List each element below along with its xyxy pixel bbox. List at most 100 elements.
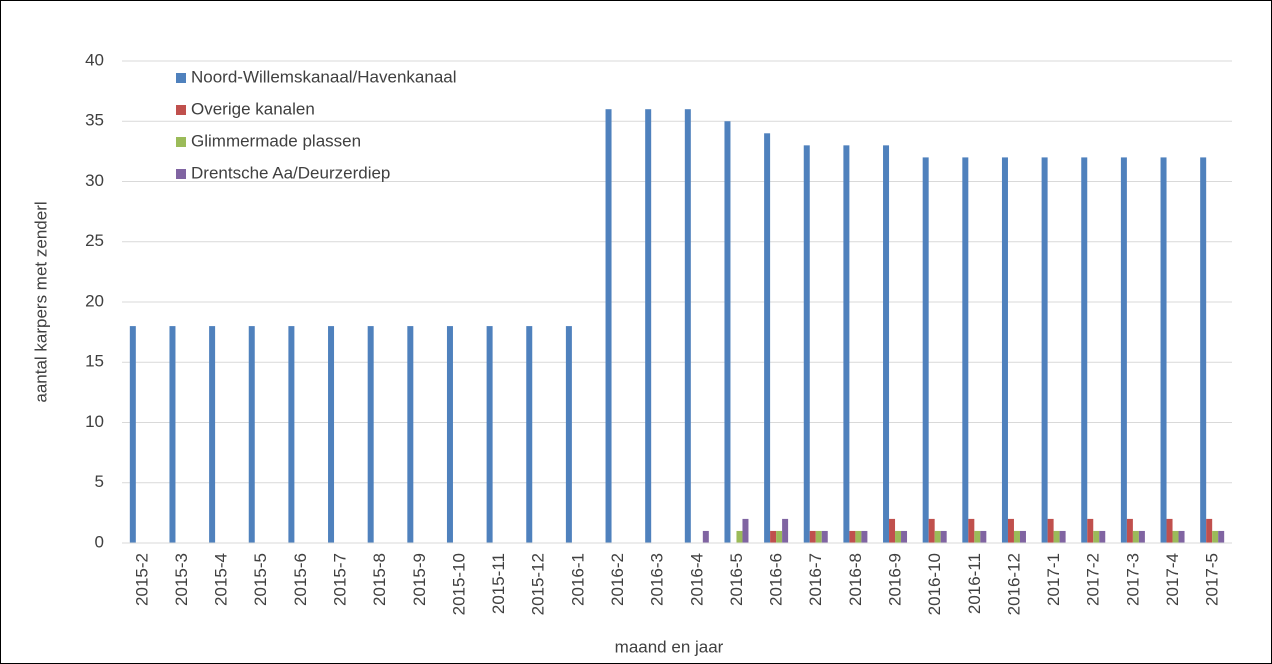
- y-tick-label: 15: [85, 352, 104, 371]
- bar: [940, 530, 947, 543]
- bar: [209, 326, 216, 543]
- bar: [1007, 518, 1014, 543]
- bar: [1013, 530, 1020, 543]
- bar: [1099, 530, 1106, 543]
- x-tick-label: 2016-8: [846, 553, 865, 606]
- bar: [849, 530, 856, 543]
- bar: [1059, 530, 1066, 543]
- x-tick-label: 2017-5: [1203, 553, 1222, 606]
- bar: [1218, 530, 1225, 543]
- x-tick-label: 2015-5: [251, 553, 270, 606]
- bar: [980, 530, 987, 543]
- bar: [895, 530, 902, 543]
- bar: [889, 518, 896, 543]
- x-tick-label: 2017-3: [1123, 553, 1142, 606]
- bar: [922, 157, 929, 543]
- x-tick-label: 2015-3: [172, 553, 191, 606]
- x-tick-label: 2016-6: [767, 553, 786, 606]
- bar: [883, 145, 890, 543]
- bar: [821, 530, 828, 543]
- bar: [1126, 518, 1133, 543]
- legend-swatch: [176, 137, 186, 147]
- x-tick-label: 2016-9: [886, 553, 905, 606]
- bar: [1053, 530, 1060, 543]
- bar: [565, 326, 572, 543]
- bar: [809, 530, 816, 543]
- bar: [1212, 530, 1219, 543]
- bar: [407, 326, 414, 543]
- x-tick-label: 2016-1: [568, 553, 587, 606]
- x-tick-label: 2015-10: [449, 553, 468, 615]
- bar: [129, 326, 136, 543]
- bar: [1047, 518, 1054, 543]
- x-axis-title: maand en jaar: [615, 637, 724, 656]
- y-tick-label: 30: [85, 171, 104, 190]
- x-tick-label: 2016-3: [648, 553, 667, 606]
- bar: [736, 530, 743, 543]
- bar: [328, 326, 335, 543]
- bar: [803, 145, 810, 543]
- bar: [1206, 518, 1213, 543]
- bar: [928, 518, 935, 543]
- y-tick-label: 40: [85, 50, 104, 69]
- legend-label: Noord-Willemskanaal/Havenkanaal: [191, 67, 457, 86]
- legend-label: Glimmermade plassen: [191, 131, 361, 150]
- bar: [248, 326, 255, 543]
- bar: [968, 518, 975, 543]
- bar: [742, 518, 749, 543]
- bar: [1200, 157, 1207, 543]
- bar: [974, 530, 981, 543]
- bar: [1081, 157, 1088, 543]
- bar: [1001, 157, 1008, 543]
- x-tick-label: 2017-4: [1163, 553, 1182, 606]
- bar: [1172, 530, 1179, 543]
- legend-swatch: [176, 73, 186, 83]
- x-tick-label: 2016-12: [1004, 553, 1023, 615]
- bar: [645, 109, 652, 543]
- x-tick-label: 2015-2: [132, 553, 151, 606]
- bar: [1120, 157, 1127, 543]
- bar: [962, 157, 969, 543]
- x-tick-label: 2015-7: [331, 553, 350, 606]
- bar: [1178, 530, 1185, 543]
- bar: [776, 530, 783, 543]
- bar: [367, 326, 374, 543]
- y-tick-label: 5: [95, 472, 104, 491]
- x-tick-label: 2015-11: [489, 553, 508, 614]
- bar: [1132, 530, 1139, 543]
- legend-label: Drentsche Aa/Deurzerdiep: [191, 163, 390, 182]
- bar: [843, 145, 850, 543]
- bar: [861, 530, 868, 543]
- bar: [288, 326, 295, 543]
- bar: [782, 518, 789, 543]
- y-tick-label: 0: [95, 532, 104, 551]
- legend-label: Overige kanalen: [191, 99, 315, 118]
- bar: [446, 326, 453, 543]
- bar: [724, 121, 731, 543]
- y-tick-label: 10: [85, 412, 104, 431]
- bar: [1041, 157, 1048, 543]
- bar: [486, 326, 493, 543]
- bar: [1093, 530, 1100, 543]
- bar: [1166, 518, 1173, 543]
- bar: [901, 530, 908, 543]
- bar: [1160, 157, 1167, 543]
- bar: [764, 133, 771, 544]
- bar: [1138, 530, 1145, 543]
- bar: [855, 530, 862, 543]
- x-tick-label: 2015-12: [529, 553, 548, 615]
- bar: [934, 530, 941, 543]
- x-tick-label: 2015-4: [212, 553, 231, 606]
- x-tick-label: 2015-9: [410, 553, 429, 606]
- bar: [815, 530, 822, 543]
- y-tick-label: 20: [85, 291, 104, 310]
- x-tick-label: 2017-1: [1044, 553, 1063, 606]
- bar: [684, 109, 691, 543]
- bar: [605, 109, 612, 543]
- bar: [702, 530, 709, 543]
- bar: [169, 326, 176, 543]
- bar: [770, 530, 777, 543]
- x-tick-label: 2016-4: [687, 553, 706, 606]
- x-tick-label: 2017-2: [1084, 553, 1103, 606]
